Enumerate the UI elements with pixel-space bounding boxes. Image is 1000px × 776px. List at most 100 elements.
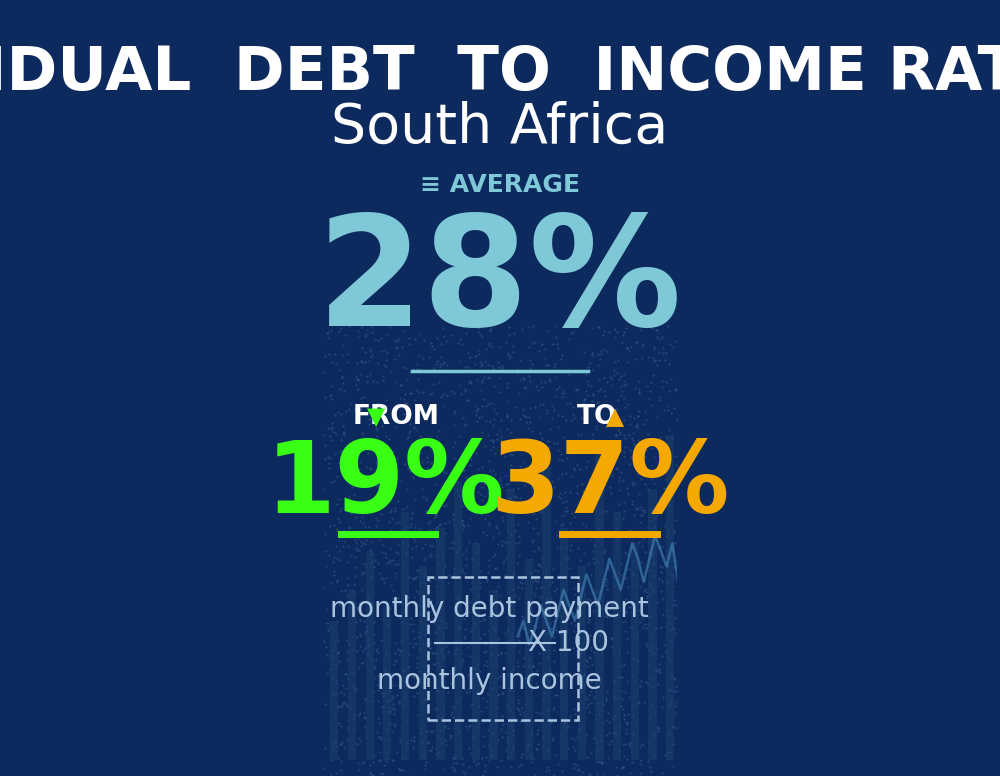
- Point: [570, 442, 586, 455]
- Point: [378, 551, 394, 563]
- Point: [465, 698, 481, 710]
- Point: [447, 663, 463, 675]
- Point: [316, 635, 332, 647]
- Point: [607, 428, 623, 441]
- Point: [635, 435, 651, 448]
- Point: [352, 473, 368, 486]
- Point: [588, 713, 604, 726]
- Point: [648, 663, 664, 675]
- Point: [396, 559, 412, 571]
- Point: [422, 549, 438, 562]
- Point: [540, 704, 556, 716]
- Point: [323, 324, 339, 336]
- Point: [427, 441, 443, 453]
- Point: [660, 560, 676, 573]
- Point: [425, 600, 441, 612]
- Point: [459, 498, 475, 511]
- Point: [617, 738, 633, 750]
- Point: [328, 767, 344, 776]
- Point: [589, 459, 605, 472]
- Point: [351, 732, 367, 744]
- Point: [386, 657, 402, 670]
- Point: [369, 726, 385, 738]
- Point: [602, 602, 618, 615]
- Point: [550, 421, 566, 433]
- Point: [535, 460, 551, 473]
- Point: [580, 379, 596, 391]
- Point: [639, 640, 655, 653]
- Point: [503, 760, 519, 773]
- Point: [333, 502, 349, 514]
- Point: [660, 320, 676, 333]
- Point: [588, 485, 604, 497]
- Text: TO: TO: [577, 404, 617, 430]
- Point: [381, 433, 397, 445]
- Point: [565, 408, 581, 421]
- Point: [593, 733, 609, 746]
- Point: [374, 546, 390, 559]
- Point: [661, 504, 677, 517]
- Point: [603, 735, 619, 747]
- Point: [586, 646, 602, 658]
- Point: [401, 427, 417, 439]
- Point: [322, 452, 338, 464]
- Point: [375, 705, 391, 718]
- Point: [445, 508, 461, 520]
- Point: [474, 374, 490, 386]
- Point: [644, 504, 660, 517]
- Point: [415, 638, 431, 650]
- Point: [495, 514, 511, 526]
- Point: [433, 615, 449, 627]
- Point: [464, 730, 480, 743]
- Point: [390, 558, 406, 570]
- Bar: [366, 551, 374, 760]
- Point: [432, 442, 448, 454]
- Point: [481, 755, 497, 767]
- Point: [371, 716, 387, 729]
- Point: [383, 668, 399, 681]
- Point: [512, 715, 528, 727]
- Point: [433, 736, 449, 749]
- Bar: [454, 481, 462, 760]
- Point: [666, 737, 682, 750]
- Point: [343, 549, 359, 561]
- Point: [545, 601, 561, 614]
- Point: [636, 506, 652, 518]
- Point: [662, 670, 678, 683]
- Point: [408, 424, 424, 436]
- Point: [625, 476, 641, 488]
- Point: [405, 625, 421, 637]
- Point: [356, 756, 372, 768]
- Point: [401, 331, 417, 344]
- Point: [515, 372, 531, 385]
- Point: [646, 450, 662, 462]
- Point: [348, 615, 364, 628]
- Point: [522, 375, 538, 387]
- Text: X 100: X 100: [528, 629, 609, 656]
- Point: [436, 722, 452, 734]
- Point: [476, 478, 492, 490]
- Point: [561, 606, 577, 618]
- Point: [666, 526, 682, 539]
- Point: [646, 646, 662, 659]
- Point: [356, 432, 372, 445]
- Point: [423, 548, 439, 560]
- Point: [579, 494, 595, 507]
- Point: [480, 359, 496, 371]
- Point: [628, 336, 644, 348]
- Point: [614, 384, 630, 397]
- Point: [593, 348, 609, 361]
- Point: [617, 686, 633, 698]
- Point: [666, 553, 682, 566]
- Point: [399, 401, 415, 414]
- Point: [317, 453, 333, 466]
- Point: [335, 420, 351, 432]
- Point: [498, 553, 514, 565]
- Point: [542, 667, 558, 679]
- Point: [444, 536, 460, 549]
- Point: [581, 689, 597, 702]
- Point: [600, 601, 616, 613]
- Point: [660, 556, 676, 569]
- Point: [585, 545, 601, 557]
- Point: [462, 650, 478, 662]
